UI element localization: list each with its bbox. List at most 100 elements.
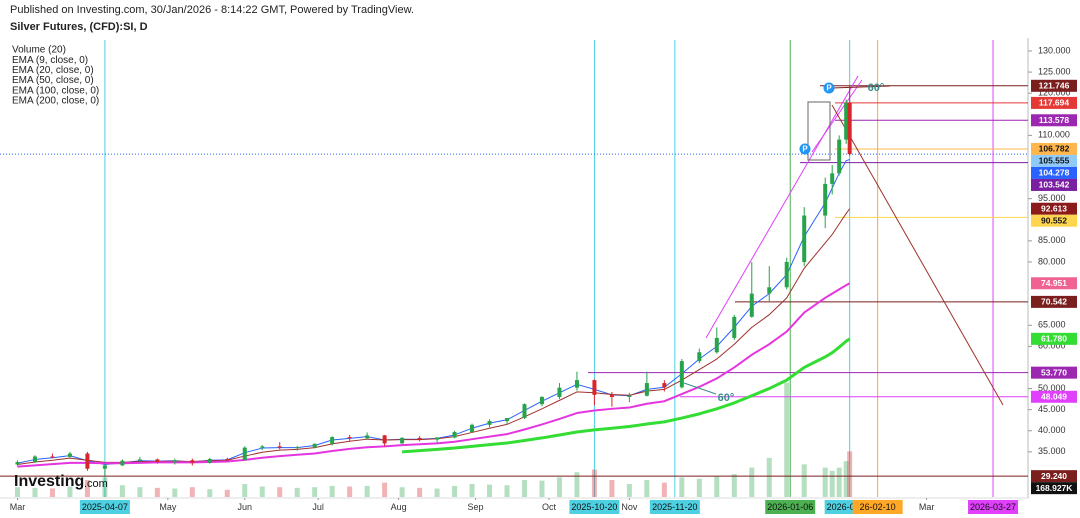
angle-label: 60°: [868, 82, 885, 94]
legend-entry: EMA (9, close, 0): [12, 55, 88, 66]
volume-bar: [102, 477, 108, 497]
candle-body: [102, 465, 107, 469]
price-badge: [1031, 202, 1077, 215]
volume-bar: [207, 489, 213, 497]
date-badge-label: 2025-04-07: [82, 502, 128, 512]
header-text: Published on Investing.com, 30/Jan/2026 …: [10, 4, 414, 16]
candle-body: [32, 456, 37, 462]
x-tick-label: Mar: [919, 502, 935, 512]
candle-body: [714, 337, 719, 353]
volume-bar: [822, 467, 828, 497]
volume-bar: [504, 485, 510, 497]
watermark-suffix: .com: [84, 478, 108, 490]
y-tick-label: 110.000: [1038, 130, 1070, 140]
volume-bar: [434, 488, 440, 497]
price-badge-label: 117.694: [1039, 98, 1070, 108]
price-badge-label: 103.542: [1039, 180, 1070, 190]
candle-body: [662, 383, 667, 388]
candle-body: [823, 183, 828, 216]
y-tick-label: 50.000: [1038, 383, 1066, 393]
volume-bar: [259, 486, 265, 497]
candle-body: [365, 435, 370, 439]
volume-bar: [417, 487, 423, 497]
trend-line: [811, 79, 863, 153]
volume-bar: [242, 483, 248, 497]
x-tick-label: Jun: [238, 502, 253, 512]
volume-bar: [224, 489, 230, 497]
volume-bar: [382, 482, 388, 497]
annotation-layer: 60° 60° P P: [718, 82, 885, 404]
volume-bar: [329, 485, 335, 497]
candle-body: [50, 456, 55, 458]
volume-bar: [661, 482, 667, 497]
candle-body: [837, 139, 842, 174]
pivot-label: P: [802, 145, 808, 154]
price-badge: [1031, 114, 1077, 127]
candle-body: [85, 453, 90, 469]
candle-body: [539, 396, 544, 405]
pivot-label: P: [826, 84, 832, 93]
y-tick-label: 60.000: [1038, 341, 1066, 351]
angle-line: [683, 382, 717, 395]
x-tick-label: Oct: [542, 502, 557, 512]
y-tick-label: 45.000: [1038, 404, 1066, 414]
legend-entry: EMA (100, close, 0): [12, 85, 99, 96]
candle-body: [137, 459, 142, 461]
volume-bar: [399, 487, 405, 497]
candle-body: [155, 459, 160, 462]
volume-layer: [14, 382, 853, 497]
volume-bar: [749, 467, 755, 497]
volume-bar: [119, 485, 125, 497]
price-badge: [1031, 390, 1077, 403]
volume-bar: [469, 483, 475, 497]
legend-entry: Volume (20): [12, 45, 66, 56]
price-badge-label: 104.278: [1039, 168, 1070, 178]
price-badge-label: 113.578: [1039, 115, 1070, 125]
volume-bar: [189, 487, 195, 497]
candle-body: [417, 437, 422, 440]
price-badge: [1031, 332, 1077, 345]
price-badge: [1031, 366, 1077, 379]
legend-entry: EMA (20, close, 0): [12, 65, 94, 76]
price-badge-label: 168.927K: [1036, 483, 1074, 493]
volume-bar: [539, 480, 545, 497]
volume-bar: [487, 484, 493, 497]
volume-bar: [49, 488, 55, 497]
volume-bar: [679, 477, 685, 497]
x-tick-label: Jul: [312, 502, 324, 512]
x-tick-label: Mar: [10, 502, 26, 512]
y-tick-label: 35.000: [1038, 446, 1066, 456]
ema-line: [17, 282, 851, 468]
candle-body: [767, 287, 772, 294]
date-badge: [649, 500, 700, 514]
candle-body: [382, 435, 387, 444]
date-badge: [852, 500, 903, 514]
legend-entry: EMA (200, close, 0): [12, 96, 99, 107]
volume-bar: [364, 485, 370, 497]
volume-bar: [829, 470, 835, 497]
candle-body: [15, 461, 20, 465]
candle-body: [172, 460, 177, 462]
price-badge: [1031, 178, 1077, 191]
candle-body: [749, 293, 754, 317]
date-badge-label: 2026-01-29: [827, 502, 873, 512]
volume-bar: [843, 461, 849, 497]
y-tick-label: 65.000: [1038, 320, 1066, 330]
candle-body: [644, 383, 649, 396]
drawings: [683, 75, 1004, 406]
price-badge-label: 121.746: [1039, 81, 1070, 91]
candle-body: [592, 380, 597, 395]
price-badge-label: 61.780: [1041, 334, 1067, 344]
y-tick-label: 130.000: [1038, 45, 1071, 55]
angle-line: [831, 85, 891, 89]
volume-bar: [609, 480, 615, 497]
candle-body: [435, 437, 440, 440]
candle-body: [347, 437, 352, 439]
candle-body: [452, 432, 457, 438]
chart-title: Silver Futures, (CFD):SI, D: [10, 21, 148, 33]
x-tick-label: Nov: [621, 502, 638, 512]
date-badge-label: 26-02-10: [860, 502, 896, 512]
date-badge: [968, 500, 1019, 514]
range-box: [807, 101, 831, 161]
volume-bar: [626, 483, 632, 497]
